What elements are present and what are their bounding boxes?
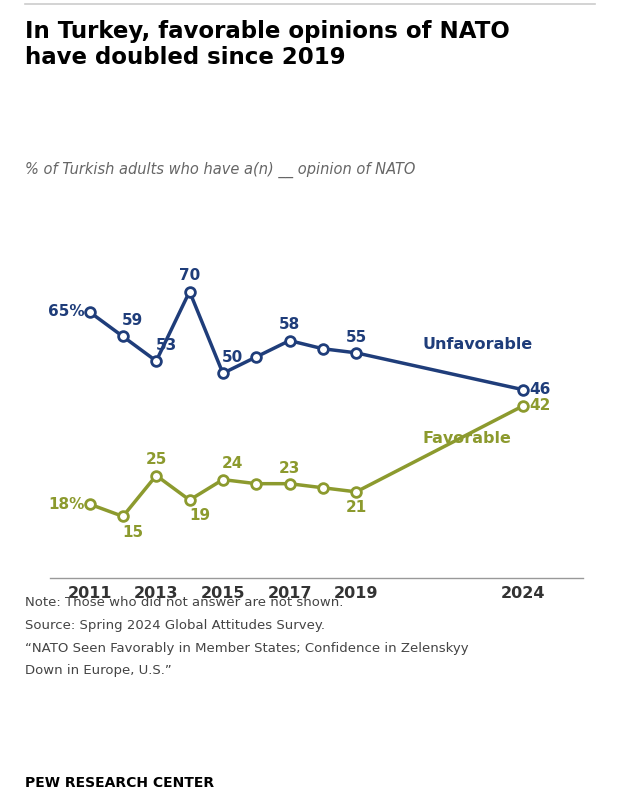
Text: Note: Those who did not answer are not shown.: Note: Those who did not answer are not s… (25, 596, 343, 609)
Text: Unfavorable: Unfavorable (423, 337, 533, 352)
Text: 70: 70 (179, 268, 200, 284)
Text: Favorable: Favorable (423, 431, 512, 446)
Text: 19: 19 (189, 508, 210, 524)
Text: 21: 21 (345, 500, 367, 515)
Text: 15: 15 (122, 524, 143, 540)
Text: 18%: 18% (48, 497, 84, 511)
Text: PEW RESEARCH CENTER: PEW RESEARCH CENTER (25, 776, 214, 789)
Text: 24: 24 (222, 457, 244, 471)
Text: Source: Spring 2024 Global Attitudes Survey.: Source: Spring 2024 Global Attitudes Sur… (25, 619, 325, 632)
Text: 50: 50 (222, 350, 244, 365)
Text: 58: 58 (279, 318, 300, 332)
Text: % of Turkish adults who have a(n) __ opinion of NATO: % of Turkish adults who have a(n) __ opi… (25, 162, 415, 178)
Text: 23: 23 (279, 461, 300, 475)
Text: Down in Europe, U.S.”: Down in Europe, U.S.” (25, 664, 172, 677)
Text: 25: 25 (146, 452, 167, 467)
Text: 65%: 65% (48, 305, 84, 319)
Text: 42: 42 (529, 398, 551, 414)
Text: 59: 59 (122, 314, 144, 328)
Text: 53: 53 (156, 338, 177, 353)
Text: “NATO Seen Favorably in Member States; Confidence in Zelenskyy: “NATO Seen Favorably in Member States; C… (25, 642, 469, 654)
Text: 46: 46 (529, 382, 551, 398)
Text: 55: 55 (345, 330, 367, 345)
Text: In Turkey, favorable opinions of NATO
have doubled since 2019: In Turkey, favorable opinions of NATO ha… (25, 20, 510, 69)
